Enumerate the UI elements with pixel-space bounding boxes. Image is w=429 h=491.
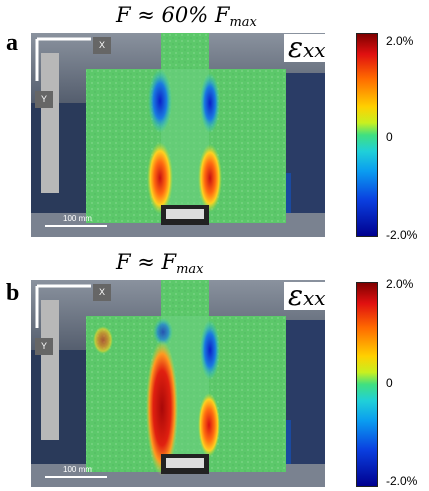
figure-panel-a: a F ≈ 60% Fmax xyxy=(0,0,429,245)
colorbar xyxy=(356,282,378,487)
axis-x-label: X xyxy=(93,37,111,54)
strain-symbol: εxx xyxy=(284,34,330,62)
colorbar-tick-zero: 0 xyxy=(386,376,393,390)
strain-field-image xyxy=(31,280,325,487)
colorbar xyxy=(356,33,378,237)
axis-x-label: X xyxy=(93,284,111,301)
load-title: F ≈ 60% Fmax xyxy=(116,3,257,30)
strain-symbol-main: ε xyxy=(288,279,304,312)
colorbar-tick-zero: 0 xyxy=(386,130,393,144)
figure-panel-b: b F ≈ Fmax xyxy=(0,246,429,491)
specimen-photo: X Y 100 mm xyxy=(31,33,325,237)
colorbar-tick-max: 2.0% xyxy=(386,34,414,48)
scale-bar-label: 100 mm xyxy=(63,465,92,474)
panel-label: b xyxy=(6,280,20,306)
strain-symbol-main: ε xyxy=(288,31,304,64)
load-title-main: F ≈ 60% F xyxy=(116,3,230,27)
colorbar-tick-max: 2.0% xyxy=(386,277,414,291)
axis-y-label: Y xyxy=(35,338,53,355)
colorbar-tick-min: -2.0% xyxy=(386,228,418,242)
strain-symbol-sub: xx xyxy=(303,286,326,310)
colorbar-tick-min: -2.0% xyxy=(386,474,418,488)
load-title-main: F ≈ F xyxy=(116,250,177,274)
strain-field-image xyxy=(31,33,325,237)
load-title-sub: max xyxy=(229,15,257,30)
strain-symbol: εxx xyxy=(284,282,330,310)
scale-bar-label: 100 mm xyxy=(63,214,92,223)
specimen-photo: X Y 100 mm xyxy=(31,280,325,487)
load-title-sub: max xyxy=(176,262,204,277)
strain-symbol-sub: xx xyxy=(303,38,326,62)
load-title: F ≈ Fmax xyxy=(116,250,204,277)
panel-label: a xyxy=(6,30,18,56)
axis-y-label: Y xyxy=(35,91,53,108)
